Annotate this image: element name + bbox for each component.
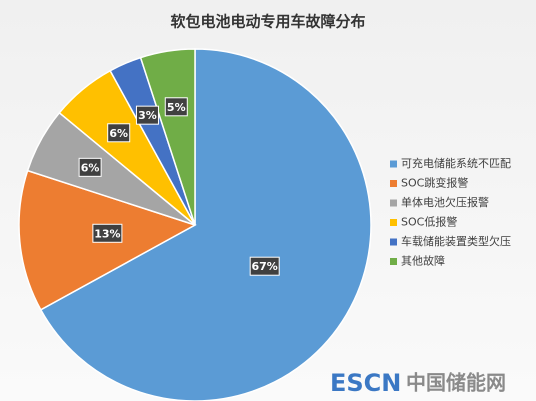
legend-swatch <box>390 180 397 187</box>
data-label-box <box>249 256 280 276</box>
chart-title: 软包电池电动专用车故障分布 <box>170 13 365 31</box>
pie-slice <box>39 48 372 401</box>
data-label: 6% <box>81 161 100 174</box>
data-label-box <box>164 97 188 117</box>
legend-swatch <box>390 258 397 265</box>
legend-label: SOC跳变报警 <box>401 176 468 190</box>
data-label: 3% <box>138 109 157 122</box>
legend-swatch <box>390 199 397 207</box>
watermark-site: 中国储能网 <box>406 371 506 395</box>
data-label: 13% <box>94 227 120 240</box>
legend-label: SOC低报警 <box>401 215 457 229</box>
legend-label: 车载储能装置类型欠压 <box>401 234 511 248</box>
legend-label: 单体电池欠压报警 <box>401 195 489 209</box>
watermark-brand: ESCN <box>330 369 401 397</box>
legend-label: 其他故障 <box>401 254 445 268</box>
legend-swatch <box>390 160 397 168</box>
data-label: 5% <box>167 101 186 114</box>
legend-swatch <box>390 238 397 246</box>
legend-label: 可充电储能系统不匹配 <box>401 156 511 170</box>
pie-slice <box>139 48 196 226</box>
data-label-box <box>78 157 102 177</box>
data-label-box <box>107 123 131 143</box>
data-label: 6% <box>109 127 128 140</box>
data-label: 67% <box>252 260 278 273</box>
data-label-box <box>135 105 159 125</box>
data-label-box <box>92 223 123 243</box>
legend-swatch <box>390 219 397 226</box>
